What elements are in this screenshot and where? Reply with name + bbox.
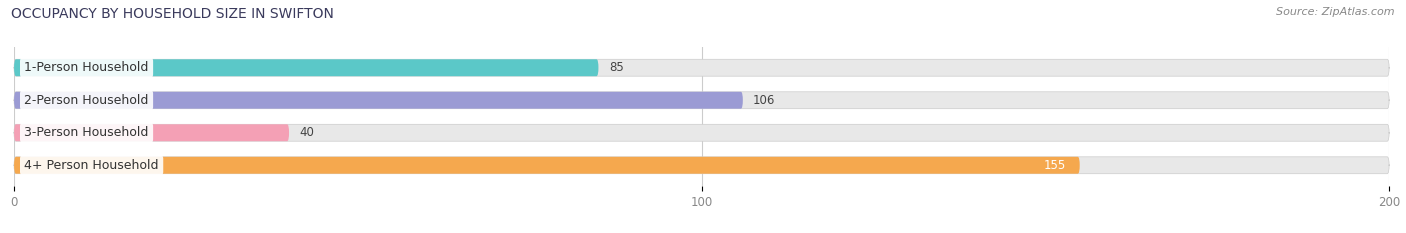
FancyBboxPatch shape (14, 92, 742, 109)
Text: Source: ZipAtlas.com: Source: ZipAtlas.com (1277, 7, 1395, 17)
Text: 40: 40 (299, 126, 315, 139)
Text: 155: 155 (1043, 159, 1066, 172)
Text: OCCUPANCY BY HOUSEHOLD SIZE IN SWIFTON: OCCUPANCY BY HOUSEHOLD SIZE IN SWIFTON (11, 7, 335, 21)
FancyBboxPatch shape (14, 59, 599, 76)
FancyBboxPatch shape (14, 92, 1389, 109)
FancyBboxPatch shape (14, 124, 1389, 141)
Text: 3-Person Household: 3-Person Household (24, 126, 149, 139)
FancyBboxPatch shape (14, 59, 1389, 76)
Text: 106: 106 (754, 94, 776, 107)
Text: 85: 85 (609, 61, 623, 74)
Text: 2-Person Household: 2-Person Household (24, 94, 149, 107)
FancyBboxPatch shape (14, 157, 1080, 174)
Text: 1-Person Household: 1-Person Household (24, 61, 149, 74)
FancyBboxPatch shape (14, 157, 1389, 174)
FancyBboxPatch shape (14, 124, 290, 141)
Text: 4+ Person Household: 4+ Person Household (24, 159, 159, 172)
